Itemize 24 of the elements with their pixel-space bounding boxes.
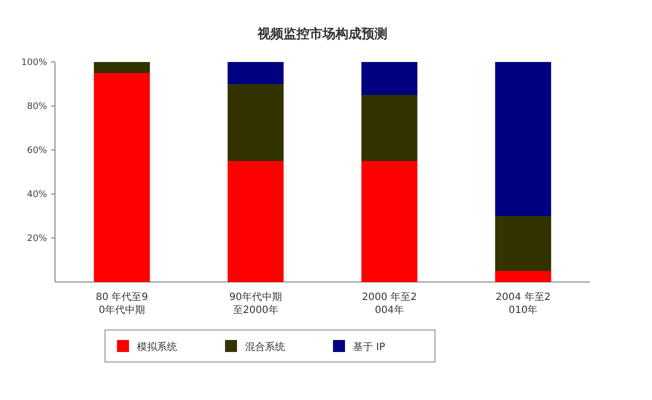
y-tick-label: 80% (26, 102, 48, 112)
bar (361, 95, 418, 161)
legend-label: 模拟系统 (137, 341, 177, 353)
bar (94, 62, 150, 73)
chart-title: 视频监控市场构成预测 (256, 26, 388, 42)
bar (495, 62, 552, 216)
x-tick-label: 2000 年至2004年 (362, 291, 417, 316)
y-tick-label: 60% (26, 146, 48, 156)
bar (495, 271, 552, 282)
x-tick-label: 90年代中期至2000年 (229, 291, 282, 316)
y-tick-label: 100% (21, 58, 48, 68)
bar (228, 84, 284, 161)
bar (228, 161, 284, 282)
bar (361, 161, 418, 282)
bar (228, 62, 284, 84)
bar (94, 73, 150, 282)
bar (495, 216, 552, 271)
legend-label: 混合系统 (245, 341, 285, 353)
x-tick-label: 80 年代至90年代中期 (96, 291, 148, 316)
y-tick-label: 20% (26, 234, 48, 244)
legend-label: 基于 IP (353, 341, 386, 353)
bar (361, 62, 418, 95)
y-tick-label: 40% (26, 190, 48, 200)
x-tick-label: 2004 年至2010年 (496, 291, 551, 316)
